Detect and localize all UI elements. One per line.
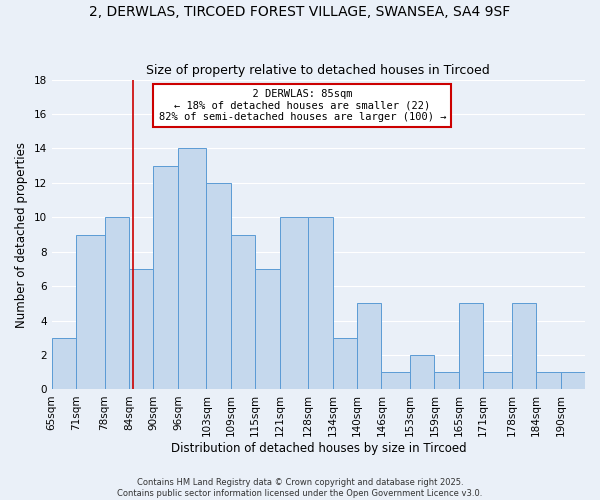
Text: Contains HM Land Registry data © Crown copyright and database right 2025.
Contai: Contains HM Land Registry data © Crown c… bbox=[118, 478, 482, 498]
Bar bbox=[280, 218, 308, 390]
Bar bbox=[52, 338, 76, 390]
Bar bbox=[434, 372, 459, 390]
Bar bbox=[483, 372, 512, 390]
Bar bbox=[206, 183, 231, 390]
Bar bbox=[332, 338, 357, 390]
Bar bbox=[560, 372, 585, 390]
Bar bbox=[76, 234, 104, 390]
Bar bbox=[178, 148, 206, 390]
Bar bbox=[512, 304, 536, 390]
Bar bbox=[255, 269, 280, 390]
Text: 2 DERWLAS: 85sqm  
← 18% of detached houses are smaller (22)
82% of semi-detache: 2 DERWLAS: 85sqm ← 18% of detached house… bbox=[158, 89, 446, 122]
Bar bbox=[382, 372, 410, 390]
Bar bbox=[459, 304, 483, 390]
X-axis label: Distribution of detached houses by size in Tircoed: Distribution of detached houses by size … bbox=[170, 442, 466, 455]
Bar bbox=[308, 218, 332, 390]
Title: Size of property relative to detached houses in Tircoed: Size of property relative to detached ho… bbox=[146, 64, 490, 77]
Bar bbox=[357, 304, 382, 390]
Bar bbox=[154, 166, 178, 390]
Bar bbox=[129, 269, 154, 390]
Bar bbox=[104, 218, 129, 390]
Y-axis label: Number of detached properties: Number of detached properties bbox=[15, 142, 28, 328]
Bar bbox=[410, 355, 434, 390]
Bar bbox=[231, 234, 255, 390]
Bar bbox=[536, 372, 560, 390]
Text: 2, DERWLAS, TIRCOED FOREST VILLAGE, SWANSEA, SA4 9SF: 2, DERWLAS, TIRCOED FOREST VILLAGE, SWAN… bbox=[89, 5, 511, 19]
